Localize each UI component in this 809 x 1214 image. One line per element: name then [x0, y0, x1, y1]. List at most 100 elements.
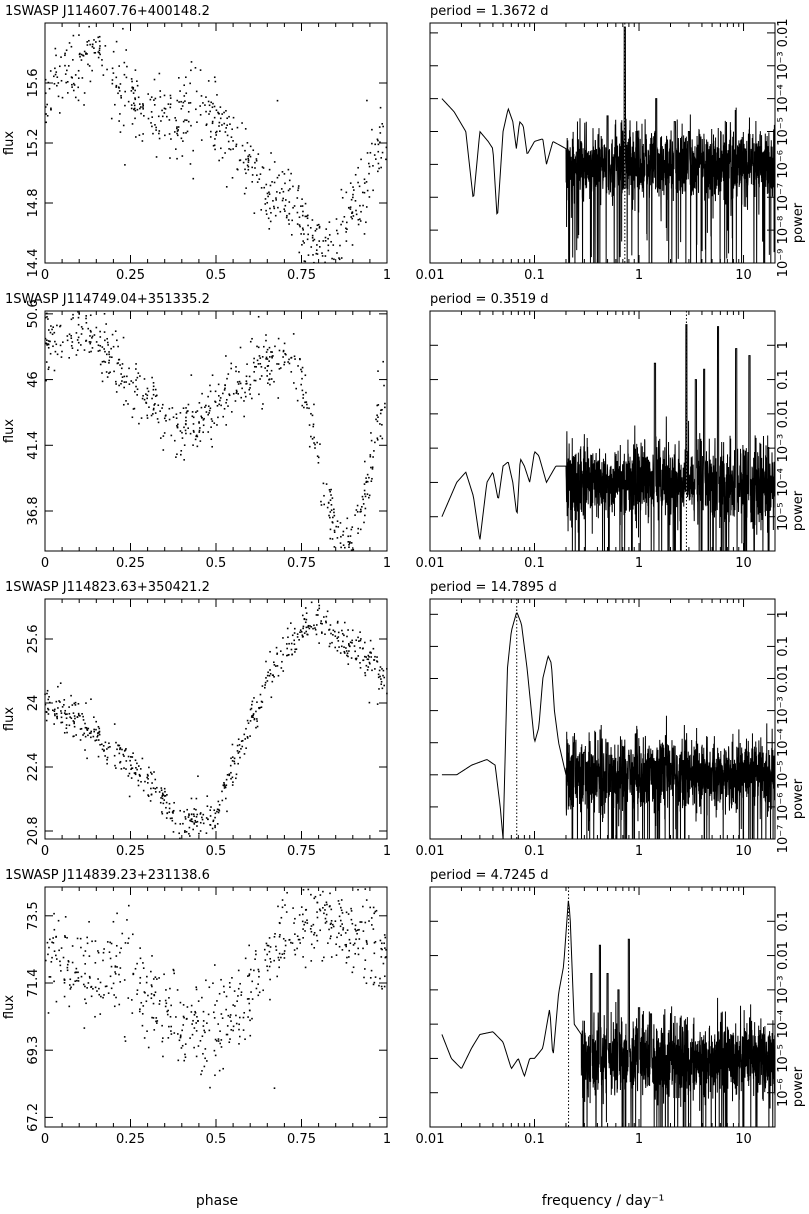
data-point: [383, 985, 386, 988]
data-point: [177, 1059, 180, 1062]
data-point: [310, 960, 313, 962]
data-point: [48, 695, 50, 698]
y-tick-label: 10⁻³: [776, 51, 791, 80]
data-point: [378, 126, 381, 128]
data-point: [376, 420, 379, 423]
data-point: [202, 424, 205, 427]
data-point: [98, 49, 101, 52]
data-point: [263, 948, 266, 951]
data-point: [179, 1034, 182, 1037]
data-point: [59, 324, 62, 327]
data-point: [200, 406, 203, 409]
data-point: [94, 739, 97, 742]
data-point: [190, 61, 193, 63]
data-point: [161, 797, 164, 800]
data-point: [139, 375, 141, 377]
data-point: [380, 409, 382, 412]
data-point: [170, 1025, 173, 1028]
data-point: [276, 176, 279, 179]
data-point: [347, 655, 349, 658]
data-point: [199, 813, 202, 815]
data-point: [364, 641, 366, 644]
data-point: [71, 945, 74, 947]
data-point: [247, 161, 250, 163]
data-point: [142, 1005, 145, 1007]
data-point: [185, 119, 188, 122]
x-tick-label: 10: [735, 556, 752, 571]
data-point: [50, 961, 53, 963]
data-point: [272, 661, 275, 664]
data-point: [259, 362, 262, 365]
data-point: [154, 388, 157, 391]
data-point: [225, 424, 228, 426]
data-point: [72, 59, 74, 61]
data-point: [302, 889, 305, 891]
data-point: [64, 73, 67, 75]
data-point: [345, 962, 348, 964]
data-point: [139, 982, 141, 984]
data-point: [193, 815, 195, 818]
data-point: [318, 227, 321, 229]
data-point: [106, 758, 108, 761]
data-point: [44, 78, 47, 81]
data-point: [196, 813, 199, 816]
data-point: [77, 971, 79, 974]
data-point: [104, 350, 106, 353]
data-point: [134, 759, 137, 762]
spectrum-line: [441, 612, 775, 839]
data-point: [340, 645, 343, 648]
data-point: [373, 941, 376, 944]
data-point: [114, 764, 116, 767]
data-point: [139, 768, 142, 770]
data-point: [169, 94, 172, 97]
data-point: [286, 654, 289, 657]
panel-title: 1SWASP J114607.76+400148.2: [5, 4, 210, 19]
data-point: [196, 410, 199, 412]
data-point: [243, 1011, 246, 1014]
data-point: [367, 162, 370, 165]
data-point: [269, 669, 271, 671]
data-point: [318, 225, 321, 228]
data-point: [52, 937, 54, 939]
data-point: [380, 947, 383, 950]
data-point: [266, 358, 269, 360]
data-point: [304, 966, 307, 969]
data-point: [203, 1065, 206, 1068]
data-point: [72, 34, 75, 37]
data-point: [46, 941, 49, 944]
x-tick-label: 0: [41, 268, 49, 283]
data-point: [48, 976, 51, 978]
data-point: [237, 969, 240, 972]
data-point: [133, 772, 136, 774]
data-point: [329, 528, 332, 531]
data-point: [117, 744, 119, 747]
data-point: [243, 753, 246, 755]
data-point: [130, 90, 133, 92]
data-point: [120, 95, 122, 97]
data-point: [99, 336, 102, 338]
data-point: [318, 642, 320, 644]
data-point: [322, 240, 325, 242]
data-point: [340, 223, 342, 226]
data-point: [133, 108, 135, 111]
data-point: [241, 739, 244, 742]
data-point: [86, 942, 89, 945]
data-point: [86, 53, 88, 55]
data-point: [155, 129, 157, 131]
data-point: [217, 1023, 220, 1025]
data-point: [322, 890, 324, 893]
data-point: [359, 921, 362, 923]
data-point: [184, 1053, 186, 1056]
data-point: [154, 124, 156, 126]
data-point: [98, 52, 101, 54]
data-point: [203, 1029, 205, 1032]
data-point: [282, 653, 284, 656]
data-point: [195, 108, 197, 111]
data-point: [278, 966, 280, 969]
data-point: [218, 125, 220, 127]
data-point: [211, 122, 214, 125]
data-point: [292, 907, 294, 909]
data-point: [163, 107, 166, 110]
data-point: [290, 234, 293, 236]
data-point: [376, 703, 379, 705]
